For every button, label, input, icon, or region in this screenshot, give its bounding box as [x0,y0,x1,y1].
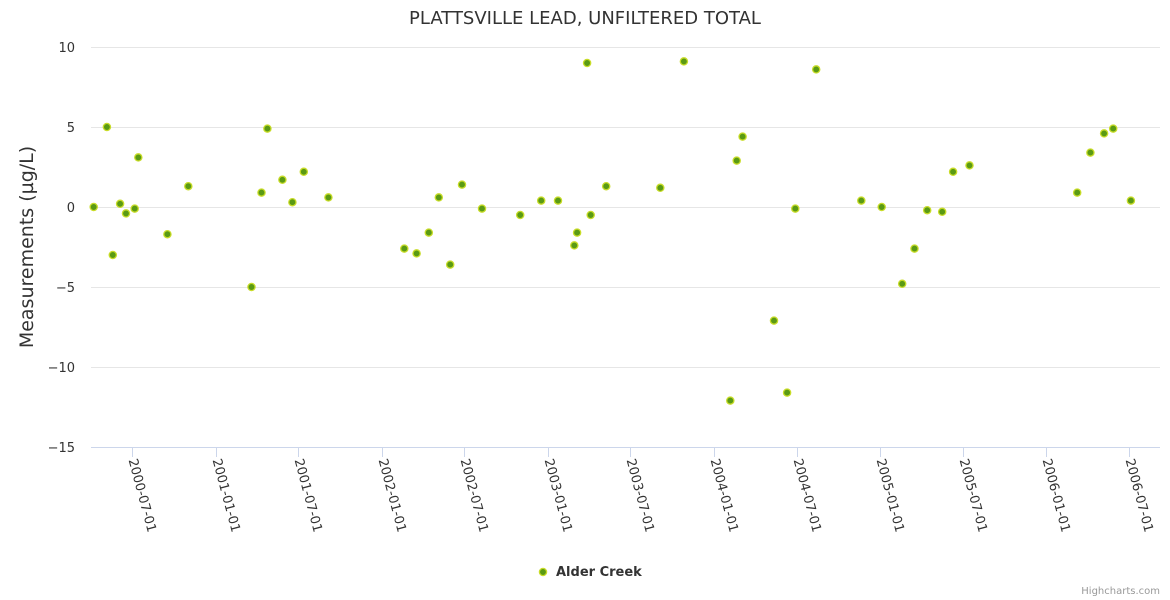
data-point[interactable] [89,202,98,212]
data-point[interactable] [857,196,866,205]
data-point[interactable] [877,202,886,212]
data-point[interactable] [424,228,434,237]
series-alder-creek [89,57,1136,405]
y-tick-label: 10 [58,41,75,56]
data-point[interactable] [732,156,741,165]
data-point[interactable] [445,260,455,269]
data-point[interactable] [572,228,582,237]
data-point[interactable] [679,57,689,66]
y-tick-label: 0 [67,201,75,216]
data-point[interactable] [586,210,595,220]
legend[interactable]: Alder Creek [538,565,642,580]
data-point[interactable] [553,196,563,205]
legend-label-alder-creek[interactable]: Alder Creek [556,565,642,580]
data-point[interactable] [278,175,287,185]
data-point[interactable] [601,181,611,191]
data-point[interactable] [536,196,546,205]
data-point[interactable] [412,249,421,258]
data-point[interactable] [247,282,256,292]
y-tick-label: 5 [67,121,75,136]
y-tick-label: −15 [48,441,75,456]
data-point[interactable] [121,209,131,218]
data-point[interactable] [582,58,592,68]
data-point[interactable] [897,279,907,289]
data-point[interactable] [922,205,932,215]
data-point[interactable] [400,244,409,253]
data-point[interactable] [134,153,143,162]
chart-title: PLATTSVILLE LEAD, UNFILTERED TOTAL [409,8,761,29]
data-point[interactable] [656,183,665,193]
credits-link[interactable]: Highcharts.com [1081,586,1160,597]
data-point[interactable] [948,167,958,177]
data-point[interactable] [791,204,800,213]
data-point[interactable] [738,132,747,141]
y-axis-label: Measurements (µg/L) [16,146,38,348]
data-point[interactable] [324,193,333,202]
data-point[interactable] [457,180,467,189]
data-point[interactable] [937,207,947,217]
data-point[interactable] [299,167,309,177]
data-point[interactable] [288,197,297,207]
y-tick-label: −5 [56,281,75,296]
data-point[interactable] [811,65,821,74]
y-tick-label: −10 [48,361,75,376]
data-point[interactable] [184,181,193,191]
data-point[interactable] [1126,196,1136,205]
y-axis-ticks: 10 5 0 −5 −10 −15 [48,41,75,456]
data-point[interactable] [1108,124,1118,133]
data-point[interactable] [434,193,444,202]
data-point[interactable] [1072,188,1082,197]
data-point[interactable] [130,204,139,213]
data-point[interactable] [782,388,792,397]
data-point[interactable] [1099,129,1109,138]
data-point[interactable] [102,122,112,132]
data-point[interactable] [726,396,735,405]
legend-marker-alder-creek [538,567,548,577]
data-point[interactable] [910,244,919,253]
data-point[interactable] [965,161,974,170]
data-point[interactable] [163,229,172,239]
data-point[interactable] [477,204,487,213]
data-point[interactable] [257,188,266,197]
data-point[interactable] [515,210,525,220]
data-point[interactable] [769,316,779,325]
data-point[interactable] [263,124,272,133]
data-point[interactable] [115,199,125,209]
data-point[interactable] [1086,148,1095,157]
data-point[interactable] [108,250,118,260]
data-point[interactable] [570,241,579,250]
